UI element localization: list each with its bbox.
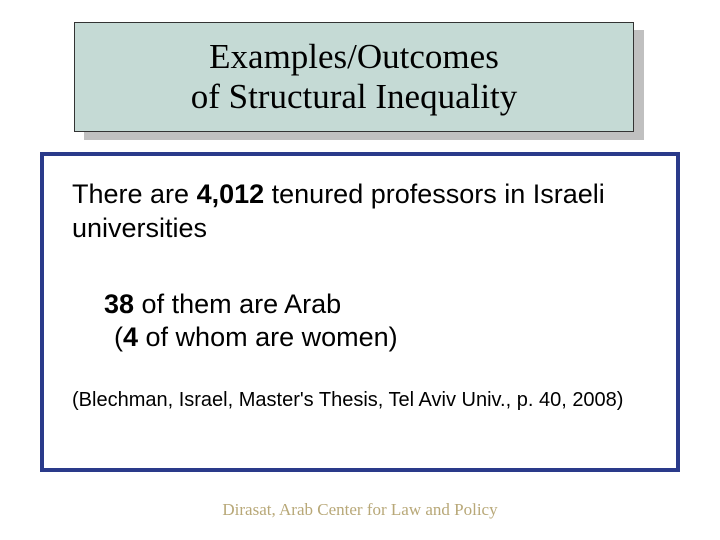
title-line2: of Structural Inequality bbox=[191, 77, 518, 116]
line3-pre: ( bbox=[114, 322, 123, 352]
line1-pre: There are bbox=[72, 179, 197, 209]
citation: (Blechman, Israel, Master's Thesis, Tel … bbox=[72, 389, 648, 412]
content-box: There are 4,012 tenured professors in Is… bbox=[40, 152, 680, 472]
footer-text: Dirasat, Arab Center for Law and Policy bbox=[0, 500, 720, 520]
content-line3: (4 of whom are women) bbox=[114, 321, 648, 355]
line3-bold: 4 bbox=[123, 322, 138, 352]
title-box: Examples/Outcomes of Structural Inequali… bbox=[74, 22, 634, 132]
line2-post: of them are Arab bbox=[134, 289, 341, 319]
title-line1: Examples/Outcomes bbox=[209, 37, 499, 76]
line2-bold: 38 bbox=[104, 289, 134, 319]
content-line1: There are 4,012 tenured professors in Is… bbox=[72, 178, 648, 246]
content-line2: 38 of them are Arab bbox=[104, 288, 648, 322]
slide-title: Examples/Outcomes of Structural Inequali… bbox=[191, 37, 518, 118]
line3-post: of whom are women) bbox=[138, 322, 398, 352]
line1-bold: 4,012 bbox=[197, 179, 265, 209]
